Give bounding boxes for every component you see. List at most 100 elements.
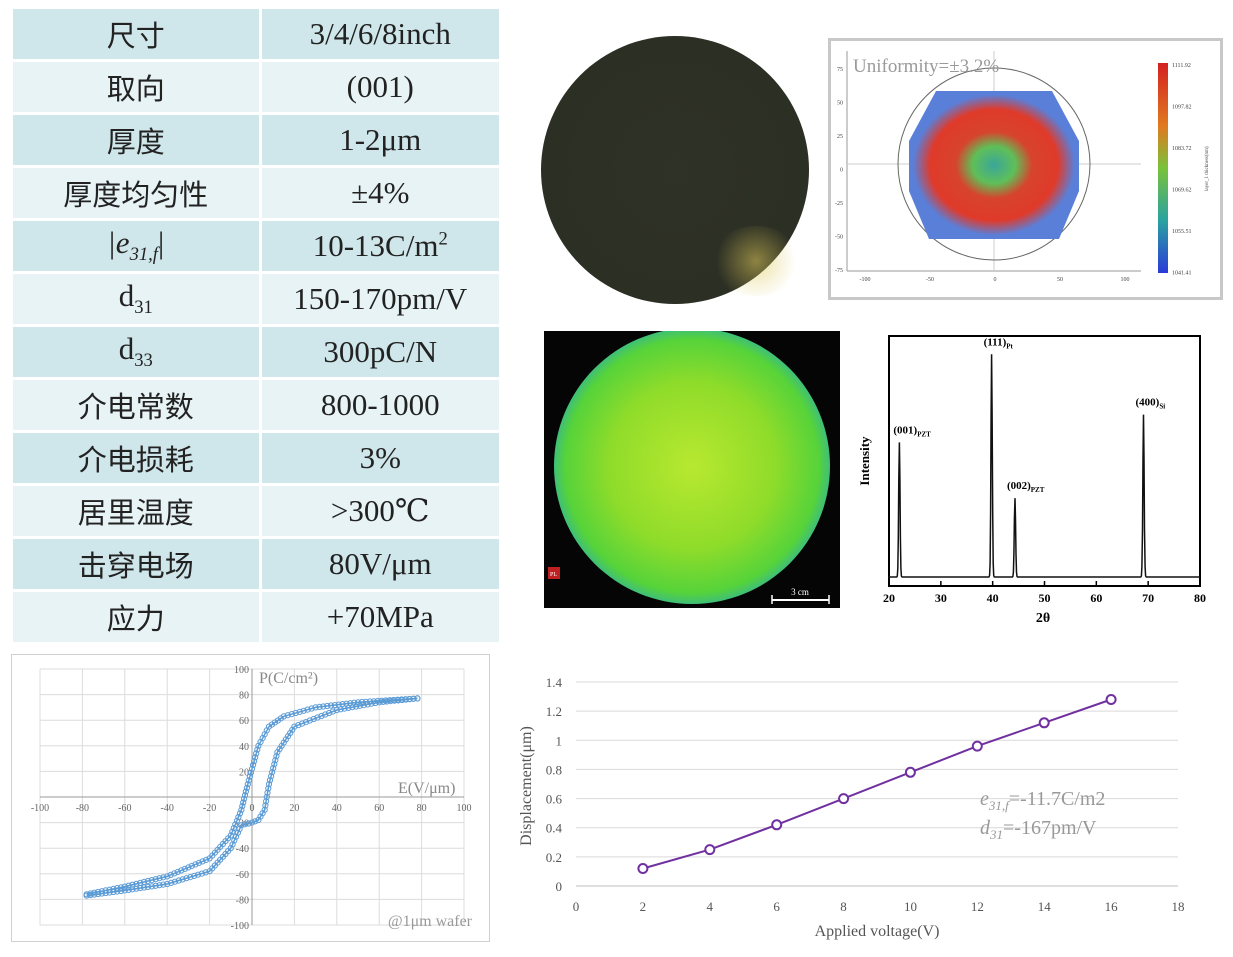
hyst-point xyxy=(198,870,205,877)
hyst-x-tick: -40 xyxy=(161,803,174,814)
hyst-point xyxy=(98,890,106,897)
hyst-point xyxy=(304,706,311,713)
hyst-point xyxy=(114,888,121,895)
hyst-point xyxy=(318,712,325,720)
hyst-point xyxy=(203,856,210,863)
hyst-y-tick: 20 xyxy=(239,767,249,778)
hyst-point xyxy=(337,706,344,713)
hyst-point xyxy=(133,885,140,892)
spec-row: d33 300pC/N xyxy=(13,327,499,377)
uniformity-y-tick: -50 xyxy=(835,235,843,241)
hyst-x-tick: 0 xyxy=(250,803,255,814)
hyst-point xyxy=(181,865,188,872)
hyst-point xyxy=(178,867,185,874)
disp-series-line xyxy=(642,698,1112,870)
hyst-point xyxy=(292,709,299,717)
hyst-xlabel: E(V/μm) xyxy=(398,780,455,797)
hyst-y-tick: -100 xyxy=(231,921,249,932)
disp-x-tick: 14 xyxy=(1038,899,1052,914)
hyst-point xyxy=(168,879,175,886)
hyst-note: @1μm wafer xyxy=(388,913,473,930)
hyst-point xyxy=(273,753,280,760)
hyst-point xyxy=(241,821,248,828)
hyst-point xyxy=(194,871,202,878)
spec-value: 800-1000 xyxy=(258,380,499,430)
hyst-point xyxy=(239,803,246,810)
uniformity-map: 75 50 25 0 -25 -50 -75 -100 -50 0 50 100 Uniformit… xyxy=(828,38,1223,300)
hyst-point xyxy=(125,882,132,889)
disp-y-tick: 0.2 xyxy=(546,850,562,865)
hyst-point xyxy=(295,722,302,729)
hyst-point xyxy=(83,892,90,899)
pl-map: PL 3 cm xyxy=(544,328,840,608)
hyst-y-tick: 40 xyxy=(239,742,249,753)
hyst-point xyxy=(241,795,248,802)
hyst-point xyxy=(106,889,113,896)
hyst-point xyxy=(137,885,144,892)
hyst-point xyxy=(144,877,151,885)
disp-x-tick: 4 xyxy=(707,899,714,914)
hyst-point xyxy=(306,717,313,724)
hyst-point xyxy=(244,781,251,788)
uniformity-y-ticks: 75 50 25 0 -25 -50 -75 xyxy=(835,67,843,274)
hyst-point xyxy=(175,877,182,884)
hyst-point xyxy=(233,817,240,824)
hyst-point xyxy=(236,810,243,817)
spec-key: 取向 xyxy=(13,62,259,112)
hyst-point xyxy=(102,889,109,897)
hyst-point xyxy=(364,701,371,708)
hyst-point xyxy=(349,704,356,711)
hyst-point xyxy=(387,698,394,705)
hyst-point xyxy=(160,874,167,881)
hyst-point xyxy=(121,887,128,894)
hyst-point xyxy=(229,841,236,848)
hyst-point xyxy=(410,695,417,702)
hyst-point xyxy=(243,784,250,791)
spec-row: d31 150-170pm/V xyxy=(13,274,499,324)
hyst-point xyxy=(353,703,360,710)
wafer-glare xyxy=(711,226,801,296)
xrd-peak-label: (111)Pt xyxy=(984,336,1014,350)
hyst-point xyxy=(248,765,256,772)
spec-value: ±4% xyxy=(258,168,499,218)
hyst-point xyxy=(266,777,274,784)
spec-value: 10-13C/m2 xyxy=(258,221,499,271)
hyst-point xyxy=(187,874,194,881)
hyst-point xyxy=(171,878,178,885)
disp-x-tick: 16 xyxy=(1105,899,1119,914)
hyst-y-tick: -80 xyxy=(236,895,249,906)
spec-value: 3% xyxy=(258,433,499,483)
disp-point xyxy=(771,819,783,831)
spec-key: d33 xyxy=(13,327,259,377)
disp-point xyxy=(1105,694,1117,705)
hyst-point xyxy=(246,773,253,780)
pl-scale-label: 3 cm xyxy=(791,587,809,597)
hyst-point xyxy=(233,833,240,840)
disp-y-tick: 0.4 xyxy=(546,821,563,836)
hyst-point xyxy=(141,884,148,891)
xrd-line xyxy=(888,354,1200,578)
hyst-point xyxy=(91,891,98,898)
hyst-point xyxy=(242,788,249,795)
hyst-point xyxy=(195,859,203,866)
hyst-point xyxy=(252,754,259,761)
hyst-point xyxy=(235,814,242,821)
disp-x-tick: 2 xyxy=(640,899,647,914)
colorbar-tick: 1097.82 xyxy=(1172,105,1192,111)
hyst-point xyxy=(265,785,272,792)
disp-x-tick: 6 xyxy=(773,899,780,914)
hyst-point xyxy=(129,886,136,893)
hyst-point xyxy=(152,882,159,889)
xrd-frame xyxy=(888,335,1201,587)
uniformity-x-tick: -100 xyxy=(860,277,871,283)
disp-x-tick: 0 xyxy=(573,899,580,914)
hyst-point xyxy=(156,882,163,889)
disp-annotation-d31: d31=-167pm/V xyxy=(980,817,1097,842)
hyst-point xyxy=(271,761,278,768)
hyst-point xyxy=(156,875,163,882)
spec-key: 厚度 xyxy=(13,115,259,165)
xrd-xlabel: 2θ xyxy=(1036,611,1050,626)
hyst-point xyxy=(280,713,287,720)
hyst-point xyxy=(255,816,262,824)
spec-value: 1-2μm xyxy=(258,115,499,165)
